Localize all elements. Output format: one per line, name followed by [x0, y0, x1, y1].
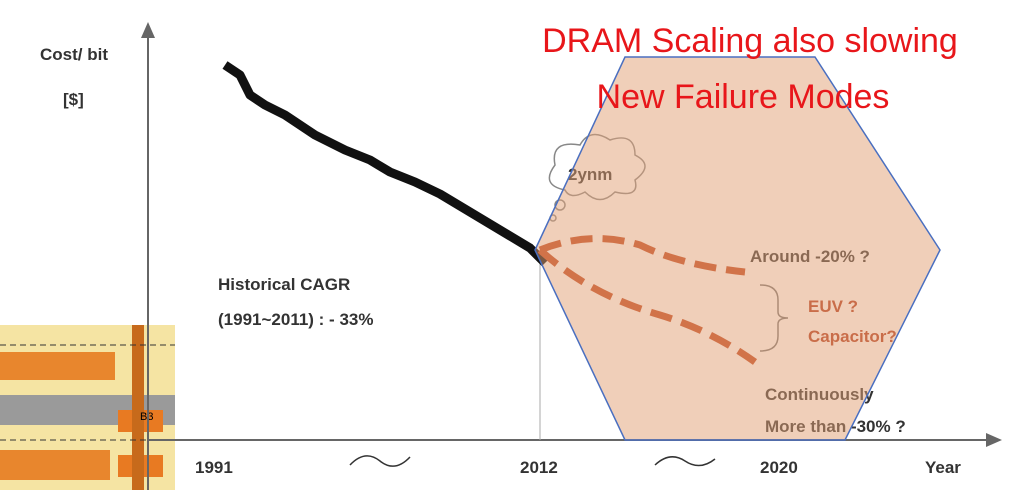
annotation: (1991~2011) : - 33% [218, 310, 373, 329]
x-label: 1991 [195, 458, 233, 477]
x-label: 2012 [520, 458, 558, 477]
axis-break [349, 455, 411, 467]
hexagon [534, 56, 941, 441]
title: DRAM Scaling also slowing [542, 22, 958, 60]
x-label: 2020 [760, 458, 798, 477]
inset-image: B3 [0, 325, 175, 490]
y-unit: [$] [63, 90, 84, 109]
inset-label: B3 [140, 411, 153, 423]
annotation: Historical CAGR [218, 275, 350, 294]
y-label: Cost/ bit [40, 45, 108, 64]
x-arrow [986, 433, 1002, 447]
x-axis-title: Year [925, 458, 961, 477]
y-arrow [141, 22, 155, 38]
axis-break [654, 456, 716, 467]
title: New Failure Modes [597, 78, 890, 116]
cost-curve [222, 61, 549, 267]
